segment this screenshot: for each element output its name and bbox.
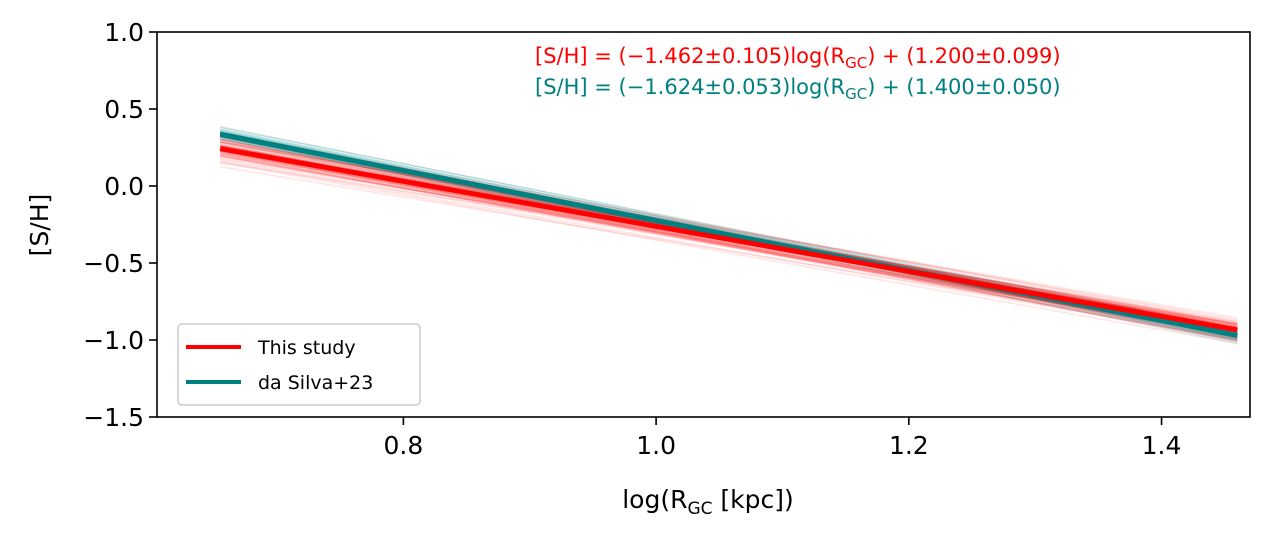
- fit-line-da-silva: [219, 131, 1238, 338]
- teal-sample-line: [220, 130, 1238, 330]
- y-axis-title: [S/H]: [25, 194, 54, 257]
- legend: This study da Silva+23: [177, 323, 421, 406]
- y-tick-label: 1.0: [104, 18, 144, 47]
- legend-box: [177, 323, 421, 406]
- red-sample-line: [220, 158, 1238, 335]
- red-sample-line: [220, 161, 1238, 325]
- teal-sample-line: [220, 127, 1238, 330]
- teal-sample-line: [220, 126, 1238, 331]
- red-sample-line: [220, 156, 1238, 337]
- x-axis-title-subscript: GC: [687, 499, 712, 519]
- y-tick-label: −1.5: [83, 403, 144, 432]
- x-axis-title: log(RGC [kpc]): [622, 485, 794, 519]
- red-sample-line: [220, 155, 1238, 336]
- red-sample-line: [220, 141, 1238, 319]
- red-sample-line: [220, 165, 1238, 337]
- red-sample-line: [220, 153, 1238, 340]
- red-sample-line: [220, 161, 1238, 345]
- legend-label-da-silva: da Silva+23: [258, 372, 373, 394]
- x-tick-label: 0.8: [384, 431, 424, 460]
- equation-da-silva: [S/H] = (−1.624±0.053)log(RGC) + (1.400±…: [535, 75, 1061, 103]
- x-tick-label: 1.0: [636, 431, 676, 460]
- red-sample-line: [220, 155, 1238, 337]
- x-tick-label: 1.4: [1142, 431, 1182, 460]
- y-tick-label: −1.0: [83, 326, 144, 355]
- fit-line-this-study: [219, 146, 1238, 333]
- red-sample-line: [220, 149, 1238, 337]
- red-sample-line: [220, 153, 1238, 337]
- y-axis-ticks: 1.0 0.5 0.0 −0.5 −1.0 −1.5: [83, 18, 157, 432]
- x-tick-label: 1.2: [889, 431, 929, 460]
- y-tick-label: 0.5: [104, 95, 144, 124]
- red-sample-line: [220, 150, 1238, 342]
- red-sample-line: [220, 150, 1238, 340]
- red-sample-line: [220, 140, 1238, 321]
- red-sample-line: [220, 160, 1238, 341]
- y-tick-label: 0.0: [104, 172, 144, 201]
- equation-this-study: [S/H] = (−1.462±0.105)log(RGC) + (1.200±…: [535, 44, 1061, 72]
- legend-label-this-study: This study: [257, 337, 356, 359]
- x-axis-ticks: 0.8 1.0 1.2 1.4: [384, 417, 1182, 460]
- y-tick-label: −0.5: [83, 249, 144, 278]
- plot-frame: [156, 31, 1251, 418]
- red-sample-line: [220, 155, 1238, 336]
